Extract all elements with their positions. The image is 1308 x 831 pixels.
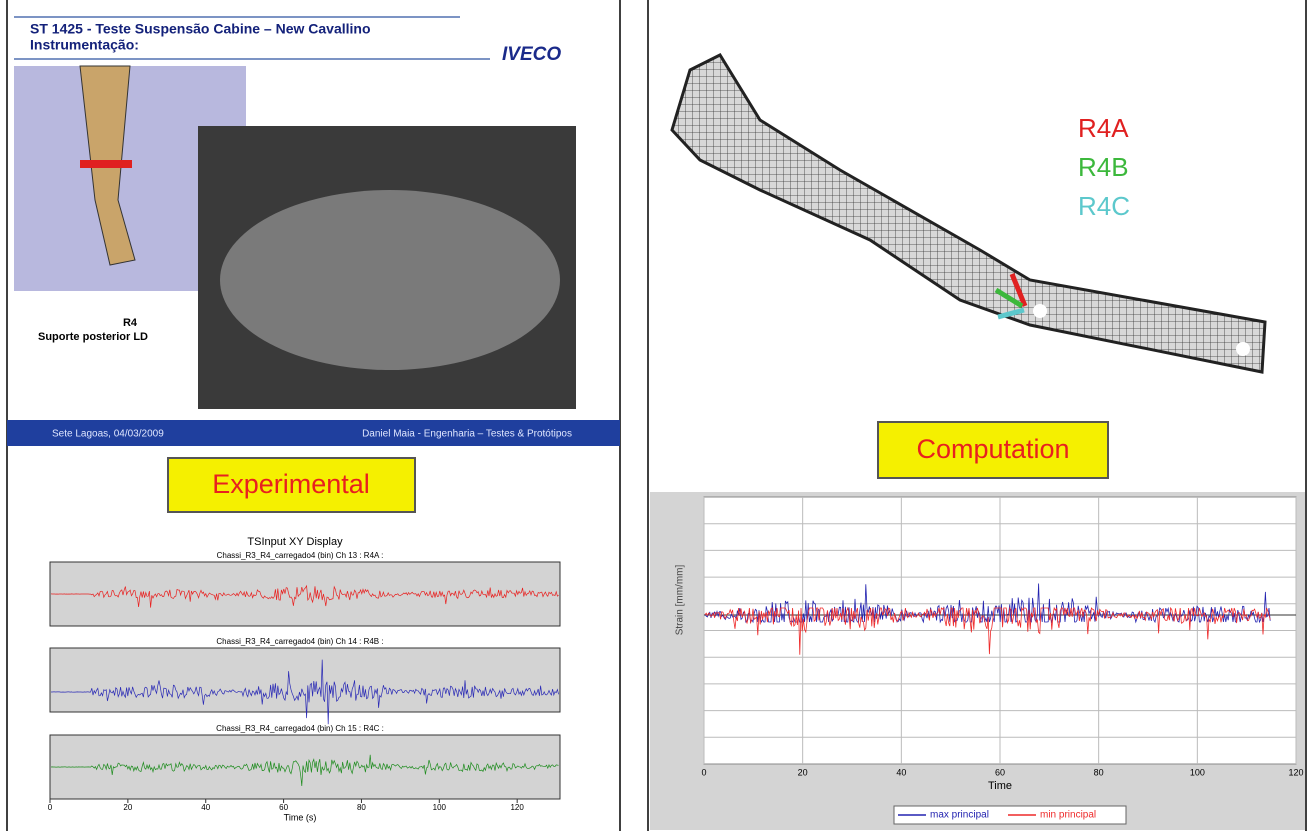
footer-left: Sete Lagoas, 04/03/2009 [52,429,164,440]
legend-label: max principal [930,810,989,821]
x-tick-label: 120 [510,803,524,812]
x-tick-label: 20 [798,767,808,777]
photo-surface [220,190,560,370]
x-tick-label: 0 [48,803,53,812]
badge-text: Computation [916,434,1069,464]
x-tick-label: 20 [123,803,132,812]
plot-title: TSInput XY Display [247,536,343,548]
x-tick-label: 40 [201,803,210,812]
part-desc: Suporte posterior LD [38,331,148,343]
channel-title: Chassi_R3_R4_carregado4 (bin) Ch 14 : R4… [216,637,383,646]
badge-text: Experimental [212,469,370,499]
x-tick-label: 60 [995,767,1005,777]
x-tick-label: 0 [701,767,706,777]
gauge-label: R4B [1078,152,1129,182]
x-tick-label: 100 [433,803,447,812]
cad-marker [80,160,132,168]
hole [1033,304,1047,318]
x-tick-label: 100 [1190,767,1205,777]
figure-canvas: ST 1425 - Teste Suspensão Cabine – New C… [0,0,1308,831]
x-axis-label: Time [988,780,1012,792]
x-tick-label: 40 [896,767,906,777]
gauge-label: R4C [1078,191,1130,221]
channel-title: Chassi_R3_R4_carregado4 (bin) Ch 13 : R4… [217,551,384,560]
x-tick-label: 80 [1094,767,1104,777]
x-tick-label: 120 [1288,767,1303,777]
channel-area [50,735,560,799]
x-tick-label: 60 [279,803,288,812]
x-tick-label: 80 [357,803,366,812]
x-axis-label: Time (s) [284,812,317,822]
figure: ST 1425 - Teste Suspensão Cabine – New C… [0,0,1308,831]
part-label: R4 [123,317,138,329]
footer-right: Daniel Maia - Engenharia – Testes & Prot… [362,429,572,440]
logo: IVECO [502,44,561,65]
legend-label: min principal [1040,810,1096,821]
fe-mesh [672,55,1265,372]
slide-title: Instrumentação: [30,37,139,53]
channel-area [50,648,560,712]
y-axis-label: Strain [mm/mm] [675,565,686,636]
slide-title: ST 1425 - Teste Suspensão Cabine – New C… [30,21,371,37]
hole [1236,342,1250,356]
channel-title: Chassi_R3_R4_carregado4 (bin) Ch 15 : R4… [216,724,384,733]
gauge-label: R4A [1078,113,1129,143]
